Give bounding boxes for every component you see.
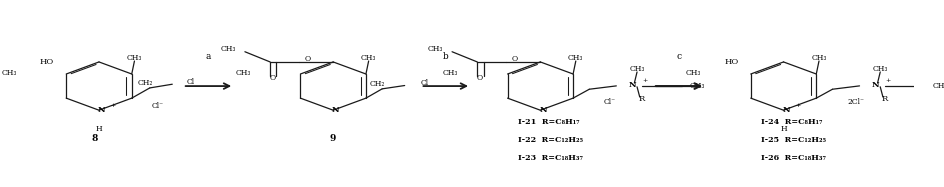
Text: H: H bbox=[95, 125, 102, 133]
Text: I-26  R=C₁₈H₃₇: I-26 R=C₁₈H₃₇ bbox=[761, 154, 826, 162]
Text: O: O bbox=[270, 74, 276, 82]
Text: N: N bbox=[98, 106, 106, 114]
Text: CH₃: CH₃ bbox=[568, 54, 583, 62]
Text: +: + bbox=[795, 103, 801, 108]
Text: CH₃: CH₃ bbox=[933, 82, 944, 90]
Text: I-22  R=C₁₂H₂₅: I-22 R=C₁₂H₂₅ bbox=[518, 136, 583, 144]
Text: CH₂: CH₂ bbox=[370, 80, 385, 88]
Text: CH₃: CH₃ bbox=[811, 54, 827, 62]
Text: CH₃: CH₃ bbox=[235, 69, 251, 77]
Text: CH₃: CH₃ bbox=[221, 45, 236, 53]
Text: CH₂: CH₂ bbox=[138, 79, 153, 87]
Text: N: N bbox=[332, 106, 340, 114]
Text: Cl: Cl bbox=[186, 78, 194, 86]
Text: N: N bbox=[539, 106, 547, 114]
Text: CH₃: CH₃ bbox=[443, 69, 458, 77]
Text: Cl⁻: Cl⁻ bbox=[604, 98, 616, 106]
Text: Cl⁻: Cl⁻ bbox=[151, 102, 163, 111]
Text: b: b bbox=[443, 52, 448, 61]
Text: H: H bbox=[780, 125, 787, 133]
Text: I-23  R=C₁₈H₃₇: I-23 R=C₁₈H₃₇ bbox=[518, 154, 582, 162]
Text: 2Cl⁻: 2Cl⁻ bbox=[848, 98, 865, 106]
Text: N: N bbox=[629, 81, 636, 89]
Text: CH₃: CH₃ bbox=[361, 54, 377, 62]
Text: +: + bbox=[110, 103, 116, 108]
Text: CH₃: CH₃ bbox=[126, 54, 143, 62]
Text: Cl: Cl bbox=[420, 79, 429, 87]
Text: N: N bbox=[783, 106, 790, 114]
Text: 9: 9 bbox=[330, 134, 336, 142]
Text: CH₃: CH₃ bbox=[872, 65, 888, 73]
Text: O: O bbox=[305, 55, 311, 63]
Text: CH₃: CH₃ bbox=[630, 65, 645, 73]
Text: 8: 8 bbox=[92, 134, 97, 142]
Text: HO: HO bbox=[40, 58, 54, 66]
Text: c: c bbox=[677, 52, 682, 61]
Text: R: R bbox=[638, 95, 645, 103]
Text: CH₃: CH₃ bbox=[428, 45, 443, 53]
Text: I-25  R=C₁₂H₂₅: I-25 R=C₁₂H₂₅ bbox=[761, 136, 826, 144]
Text: O: O bbox=[477, 74, 483, 82]
Text: CH₃: CH₃ bbox=[686, 69, 701, 77]
Text: CH₃: CH₃ bbox=[690, 82, 705, 90]
Text: +: + bbox=[885, 78, 891, 83]
Text: HO: HO bbox=[724, 58, 738, 66]
Text: a: a bbox=[205, 52, 211, 61]
Text: CH₃: CH₃ bbox=[1, 69, 17, 77]
Text: I-21  R=C₈H₁₇: I-21 R=C₈H₁₇ bbox=[518, 118, 580, 126]
Text: N: N bbox=[872, 81, 880, 89]
Text: O: O bbox=[512, 55, 518, 63]
Text: I-24  R=C₈H₁₇: I-24 R=C₈H₁₇ bbox=[761, 118, 822, 126]
Text: +: + bbox=[643, 78, 648, 83]
Text: R: R bbox=[882, 95, 888, 103]
